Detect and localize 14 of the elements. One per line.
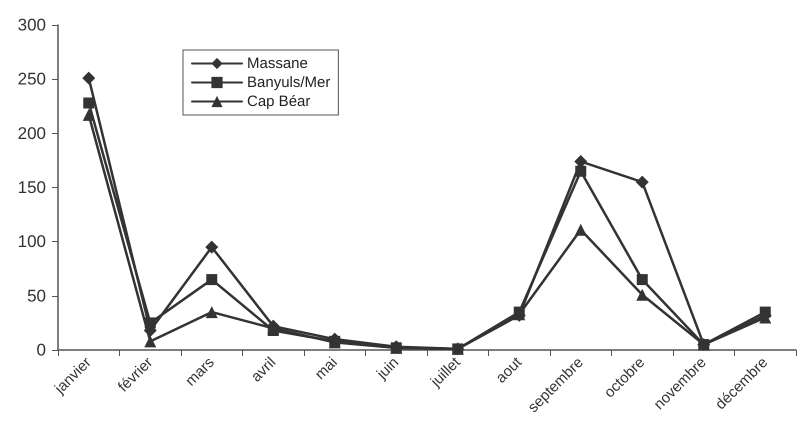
x-tick-label: aout [492,353,526,387]
legend-label: Cap Béar [247,93,310,110]
x-tick-label: juin [373,354,402,384]
y-tick-label: 100 [18,232,46,252]
y-tick-label: 250 [18,70,46,89]
y-tick-label: 150 [18,178,46,197]
x-tick-label: avril [248,354,280,386]
legend-label: Massane [247,55,308,72]
legend-label: Banyuls/Mer [247,74,330,91]
y-tick-label: 300 [18,16,46,34]
y-tick-label: 0 [36,340,46,360]
x-tick-label: mai [312,354,341,384]
y-tick-label: 50 [27,286,46,306]
y-tick-label: 200 [18,124,46,143]
